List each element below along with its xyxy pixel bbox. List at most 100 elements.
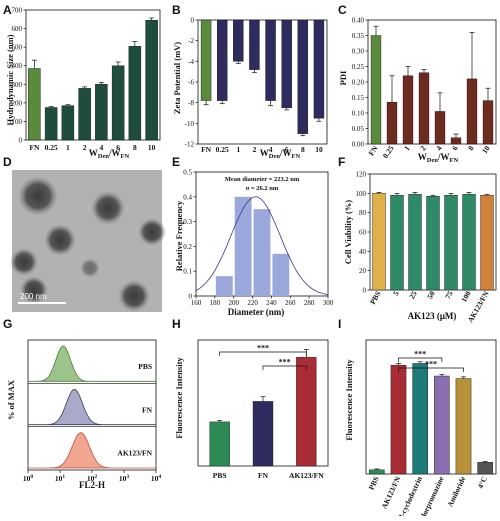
panel-a-chart: 0 100 200 300 400 500 600 700 FN 0.25 1 2 4 6 8 10 Hydr… bbox=[5, 7, 161, 160]
panel-letter-e: E bbox=[172, 155, 180, 169]
panel-d-tem-image: 200 nm bbox=[10, 170, 166, 312]
panel-e-xtick-label: 160 bbox=[191, 299, 202, 307]
panel-a-xtick-label: 4 bbox=[100, 143, 104, 152]
panel-a-ytick-label: 700 bbox=[12, 7, 23, 15]
panel-e-ylabel: Relative Frequency bbox=[174, 200, 184, 271]
panel-c-xtick-label: 10 bbox=[480, 144, 492, 156]
panel-g-xtick-label: 103 bbox=[119, 474, 130, 483]
panel-f-ytick-label: 100 bbox=[356, 190, 367, 198]
panel-g-xtick-label: 101 bbox=[55, 474, 66, 483]
panel-b-ytick-label: -10 bbox=[185, 120, 195, 128]
panel-c-bar bbox=[434, 111, 446, 145]
panel-f-bar bbox=[390, 195, 404, 291]
panel-g-xlabel: FL2-H bbox=[79, 480, 105, 490]
panel-f-ytick-label: 80 bbox=[359, 209, 367, 217]
panel-b-ytick-label: 0 bbox=[191, 17, 195, 25]
panel-e-ytick-label: 0.1 bbox=[183, 268, 192, 276]
panel-i-xtick-label: Amiloride bbox=[445, 474, 467, 508]
panel-h-bar bbox=[252, 401, 274, 467]
panel-g-histogram-3 bbox=[28, 432, 156, 469]
panel-e-xtick-label: 220 bbox=[247, 299, 258, 307]
panel-b-bar bbox=[233, 19, 244, 62]
panel-letter-b: B bbox=[172, 3, 181, 17]
tem-particle bbox=[91, 191, 125, 225]
tem-particle bbox=[20, 276, 48, 304]
panel-h-bar bbox=[296, 357, 317, 467]
panel-e-chart: 160 180 200 220 240 260 280 300 0 0.1 0.2 0.3 0.4 0.5… bbox=[174, 169, 334, 318]
panel-g-series-label: AK123/FN bbox=[117, 449, 152, 458]
panel-f-ytick-label: 60 bbox=[359, 229, 367, 237]
panel-a-ytick-label: 400 bbox=[12, 62, 23, 70]
scale-bar-label: 200 nm bbox=[20, 292, 47, 301]
panel-a-ytick-label: 300 bbox=[12, 81, 23, 89]
panel-c-ytick-label: 0.05 bbox=[352, 125, 365, 133]
panel-f-group-label: AK123 (μM) bbox=[408, 311, 457, 321]
panel-b-xtick-label: 4 bbox=[269, 145, 273, 154]
panel-c-xtick-label: 6 bbox=[450, 144, 460, 152]
panel-i-xtick-label: 4°C bbox=[476, 475, 489, 490]
panel-letter-f: F bbox=[338, 155, 345, 169]
panel-g-chart: PBS FN AK123/FN 100 101 102 103 104 % of MAX FL… bbox=[6, 339, 161, 490]
panel-letter-i: I bbox=[338, 317, 341, 331]
tem-particle bbox=[10, 248, 38, 276]
panel-e-xtick-label: 300 bbox=[323, 299, 334, 307]
panel-a-ylabel: Hydrodynamic Size (nm) bbox=[5, 34, 15, 125]
panel-c-xtick-label: 8 bbox=[466, 144, 476, 152]
panel-b-bar bbox=[297, 19, 309, 134]
panel-a-bar bbox=[128, 46, 142, 141]
panel-a-bar bbox=[28, 68, 41, 141]
panel-b-bar bbox=[281, 19, 292, 109]
panel-f-ytick-label: 120 bbox=[356, 171, 367, 179]
panel-e-ytick-label: 0.2 bbox=[183, 243, 192, 251]
panel-e-ytick-label: 0 bbox=[189, 293, 193, 301]
panel-f-bar bbox=[444, 195, 458, 291]
panel-f-bar bbox=[462, 194, 476, 291]
panel-c-xtick-label: 0.25 bbox=[381, 144, 396, 160]
panel-h-xtick-label: AK123/FN bbox=[289, 471, 324, 480]
panel-h-significance-label: *** bbox=[279, 358, 291, 367]
panel-h-chart: PBS FN AK123/FN *** *** Fluorescence Intensi… bbox=[174, 339, 329, 480]
panel-f-ytick-label: 20 bbox=[359, 267, 367, 275]
panel-e-xlabel: Diameter (nm) bbox=[228, 307, 285, 317]
panel-c-bar bbox=[402, 75, 414, 145]
panel-a-bar bbox=[61, 105, 75, 141]
panel-c-ylabel: PDI bbox=[338, 70, 348, 85]
panel-a-xlabel: WDen/WFN bbox=[89, 148, 130, 160]
panel-a-xtick-label: 1 bbox=[66, 143, 70, 152]
panel-c-bar bbox=[418, 72, 430, 145]
panel-a-ytick-label: 100 bbox=[12, 118, 23, 126]
panel-a-xtick-label: 10 bbox=[148, 143, 156, 152]
panel-h-ylabel: Fluorescence Intensity bbox=[174, 357, 184, 439]
panel-f-ytick-label: 0 bbox=[363, 287, 367, 295]
panel-e-xtick-label: 260 bbox=[285, 299, 296, 307]
panel-b-ytick-label: -4 bbox=[188, 58, 194, 66]
panel-c-ytick-label: 0.40 bbox=[352, 17, 365, 25]
panel-e-xtick-label: 200 bbox=[228, 299, 239, 307]
panel-c-bar bbox=[370, 35, 382, 145]
panel-c-xtick-label: 4 bbox=[434, 144, 444, 152]
panel-b-ytick-label: -2 bbox=[188, 37, 194, 45]
panel-g-histogram-1 bbox=[27, 345, 157, 382]
panel-i-ylabel: Fluorescence Intensity bbox=[344, 359, 354, 441]
panel-letter-d: D bbox=[3, 155, 12, 169]
panel-h-bar bbox=[209, 421, 230, 467]
panel-e-ytick-label: 0.5 bbox=[183, 169, 192, 177]
panel-a-axes-frame bbox=[25, 9, 161, 141]
panel-h-significance-bracket bbox=[219, 351, 307, 356]
panel-g-xtick-label: 100 bbox=[23, 474, 34, 483]
panel-a-bar bbox=[78, 88, 91, 141]
panel-b-xtick-label: 0.25 bbox=[216, 145, 229, 154]
panel-e-ytick-label: 0.4 bbox=[183, 193, 192, 201]
panel-e-bar bbox=[272, 253, 290, 296]
panel-b-ytick-label: -12 bbox=[185, 141, 195, 149]
panel-f-xtick-label: 75 bbox=[443, 289, 455, 300]
panel-i-bar bbox=[390, 364, 407, 475]
panel-i-significance-bracket bbox=[398, 357, 443, 362]
panel-letter-g: G bbox=[3, 317, 12, 331]
panel-g-xtick-label: 102 bbox=[87, 474, 98, 483]
panel-h-xtick-label: FN bbox=[258, 471, 269, 480]
panel-b-bar bbox=[200, 19, 212, 101]
panel-e-annotation-mean: Mean diameter = 223.2 nm bbox=[225, 176, 300, 183]
panel-b-xtick-label: 2 bbox=[253, 145, 257, 154]
panel-c-bar bbox=[482, 100, 494, 145]
